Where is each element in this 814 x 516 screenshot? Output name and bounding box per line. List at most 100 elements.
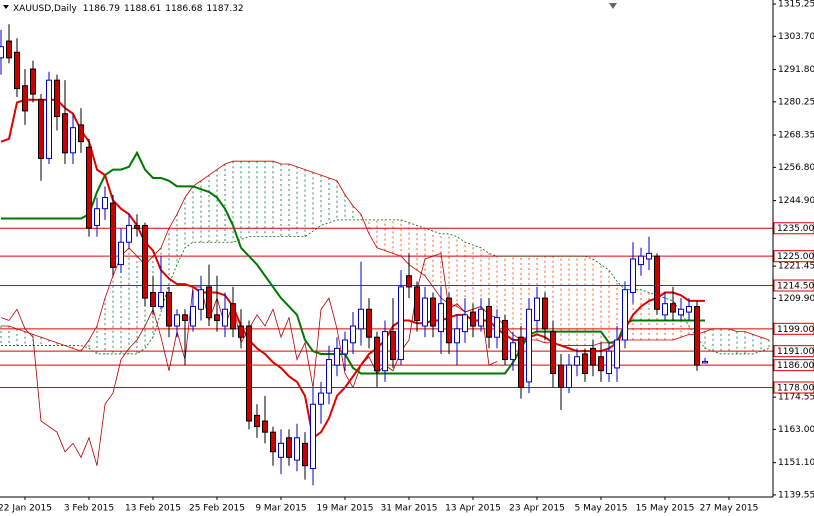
symbol: XAUUSD,Daily	[13, 4, 77, 14]
candle-body	[390, 331, 396, 361]
y-tick-label: 1291.80	[778, 65, 814, 75]
level-label: 1199.00	[777, 325, 814, 335]
candle-body	[38, 99, 44, 159]
x-tick-label: 13 Apr 2015	[445, 504, 501, 514]
x-tick-label: 25 Feb 2015	[189, 504, 245, 514]
candle-body	[78, 124, 84, 143]
x-tick-label: 9 Mar 2015	[255, 504, 306, 514]
candle-body	[86, 146, 92, 229]
candle-body	[374, 336, 380, 372]
candle-body	[622, 289, 628, 341]
candle-body	[630, 258, 636, 294]
header-high: 1188.61	[124, 4, 161, 14]
candle-body	[238, 325, 244, 338]
y-tick-label: 1268.35	[778, 131, 814, 141]
candle-body	[590, 347, 596, 366]
candle-body	[494, 317, 500, 338]
y-tick-label: 1303.70	[778, 32, 814, 42]
chart-header: XAUUSD,Daily 1186.79 1188.61 1186.68 1187.32	[13, 4, 244, 14]
candle-body	[662, 303, 668, 316]
level-tag	[773, 381, 814, 394]
candle-body	[526, 308, 532, 383]
candle-body	[254, 414, 260, 428]
y-tick-label: 1151.10	[778, 458, 814, 468]
candle-body	[286, 437, 292, 458]
candle-body	[246, 325, 252, 422]
candle-body	[94, 208, 100, 226]
candle-body	[6, 40, 12, 59]
candle-body	[686, 305, 692, 313]
x-tick-label: 22 Jan 2015	[0, 504, 52, 514]
level-tag	[773, 359, 814, 372]
candle-body	[294, 437, 300, 461]
y-tick-label: 1256.80	[778, 163, 814, 173]
candle-body	[118, 241, 124, 266]
candle-body	[270, 431, 276, 453]
candle-body	[262, 420, 268, 433]
y-tick-label: 1174.55	[778, 393, 814, 403]
candle-body	[182, 314, 188, 321]
level-tag	[773, 279, 814, 292]
candle-body	[678, 308, 684, 316]
candle-body	[22, 85, 28, 112]
span-b-line	[1, 219, 770, 355]
candle-body	[166, 292, 172, 327]
candle-body	[46, 79, 52, 159]
kijun-line	[1, 150, 705, 375]
candle-body	[30, 68, 36, 95]
candle-body	[438, 303, 444, 333]
candle-body	[190, 305, 196, 327]
candle-body	[414, 286, 420, 321]
scroll-marker[interactable]	[609, 3, 617, 9]
candle-body	[198, 289, 204, 310]
x-tick-label: 31 Mar 2015	[380, 504, 437, 514]
candle-body	[702, 360, 708, 364]
candle-body	[430, 297, 436, 327]
candle-body	[318, 392, 324, 405]
candle-body	[542, 297, 548, 330]
candle-body	[518, 336, 524, 388]
candle-body	[206, 286, 212, 319]
level-label: 1191.00	[777, 347, 814, 357]
span-a-line	[1, 160, 770, 352]
candle-body	[550, 331, 556, 375]
candle-body	[566, 364, 572, 388]
candle-body	[110, 202, 116, 268]
candle-body	[510, 342, 516, 361]
level-label: 1178.00	[777, 383, 814, 393]
level-tag	[773, 322, 814, 335]
candle-body	[214, 314, 220, 321]
candle-body	[342, 339, 348, 355]
candle-body	[406, 275, 412, 288]
y-tick-label: 1280.25	[778, 97, 814, 107]
candle-body	[62, 113, 68, 154]
candle-body	[606, 350, 612, 375]
candle-body	[150, 292, 156, 307]
candle-body	[558, 364, 564, 388]
y-tick-label: 1244.90	[778, 196, 814, 206]
candle-body	[102, 197, 108, 210]
header-low: 1186.68	[165, 4, 202, 14]
tenkan-line	[0, 98, 705, 440]
x-tick-label: 23 Apr 2015	[509, 504, 565, 514]
x-tick-label: 3 Feb 2015	[64, 504, 114, 514]
candle-body	[326, 359, 332, 394]
candle-body	[614, 339, 620, 369]
candle-body	[126, 224, 132, 243]
candle-body	[278, 442, 284, 458]
y-tick-label: 1209.90	[778, 294, 814, 304]
x-tick-label: 15 May 2015	[636, 504, 695, 514]
candle-body	[462, 314, 468, 333]
candle-body	[422, 297, 428, 327]
candle-body	[174, 314, 180, 327]
candle-body	[382, 331, 388, 372]
candle-body	[134, 224, 140, 229]
candle-body	[598, 356, 604, 372]
candle-body	[446, 297, 452, 344]
level-label: 1214.50	[777, 282, 814, 292]
x-tick-label: 5 May 2015	[575, 504, 628, 514]
candle-body	[310, 403, 316, 470]
candle-body	[670, 303, 676, 313]
x-tick-label: 13 Feb 2015	[125, 504, 181, 514]
menu-arrow[interactable]	[3, 5, 9, 9]
